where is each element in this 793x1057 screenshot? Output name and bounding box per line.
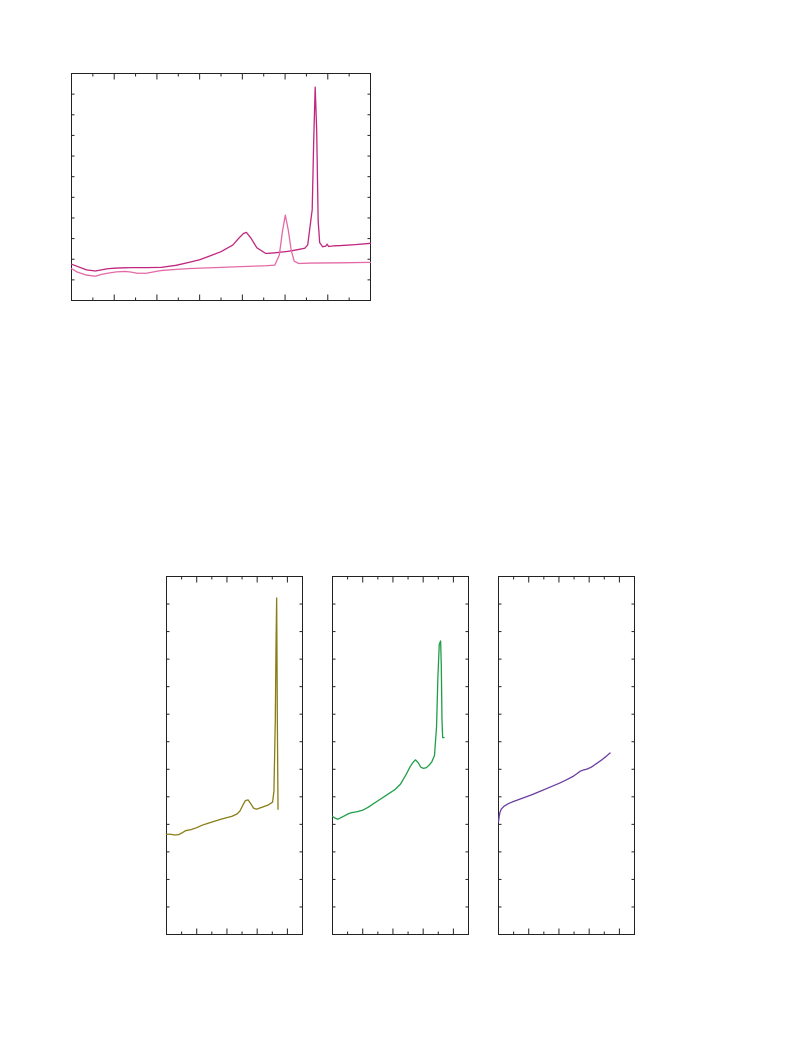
series-line-1 [166,597,279,836]
series-line-1 [498,752,611,823]
chart-spectrum-overlay [71,73,371,301]
plot-frame [166,576,303,935]
series-line-1 [332,640,445,820]
chart-panel-olive [166,576,303,935]
series-line-1 [71,86,371,272]
series-line-2 [71,214,371,277]
plot-frame [71,73,371,301]
chart-panel-purple [498,576,635,935]
plot-frame [498,576,635,935]
plot-frame [332,576,469,935]
chart-panel-green [332,576,469,935]
